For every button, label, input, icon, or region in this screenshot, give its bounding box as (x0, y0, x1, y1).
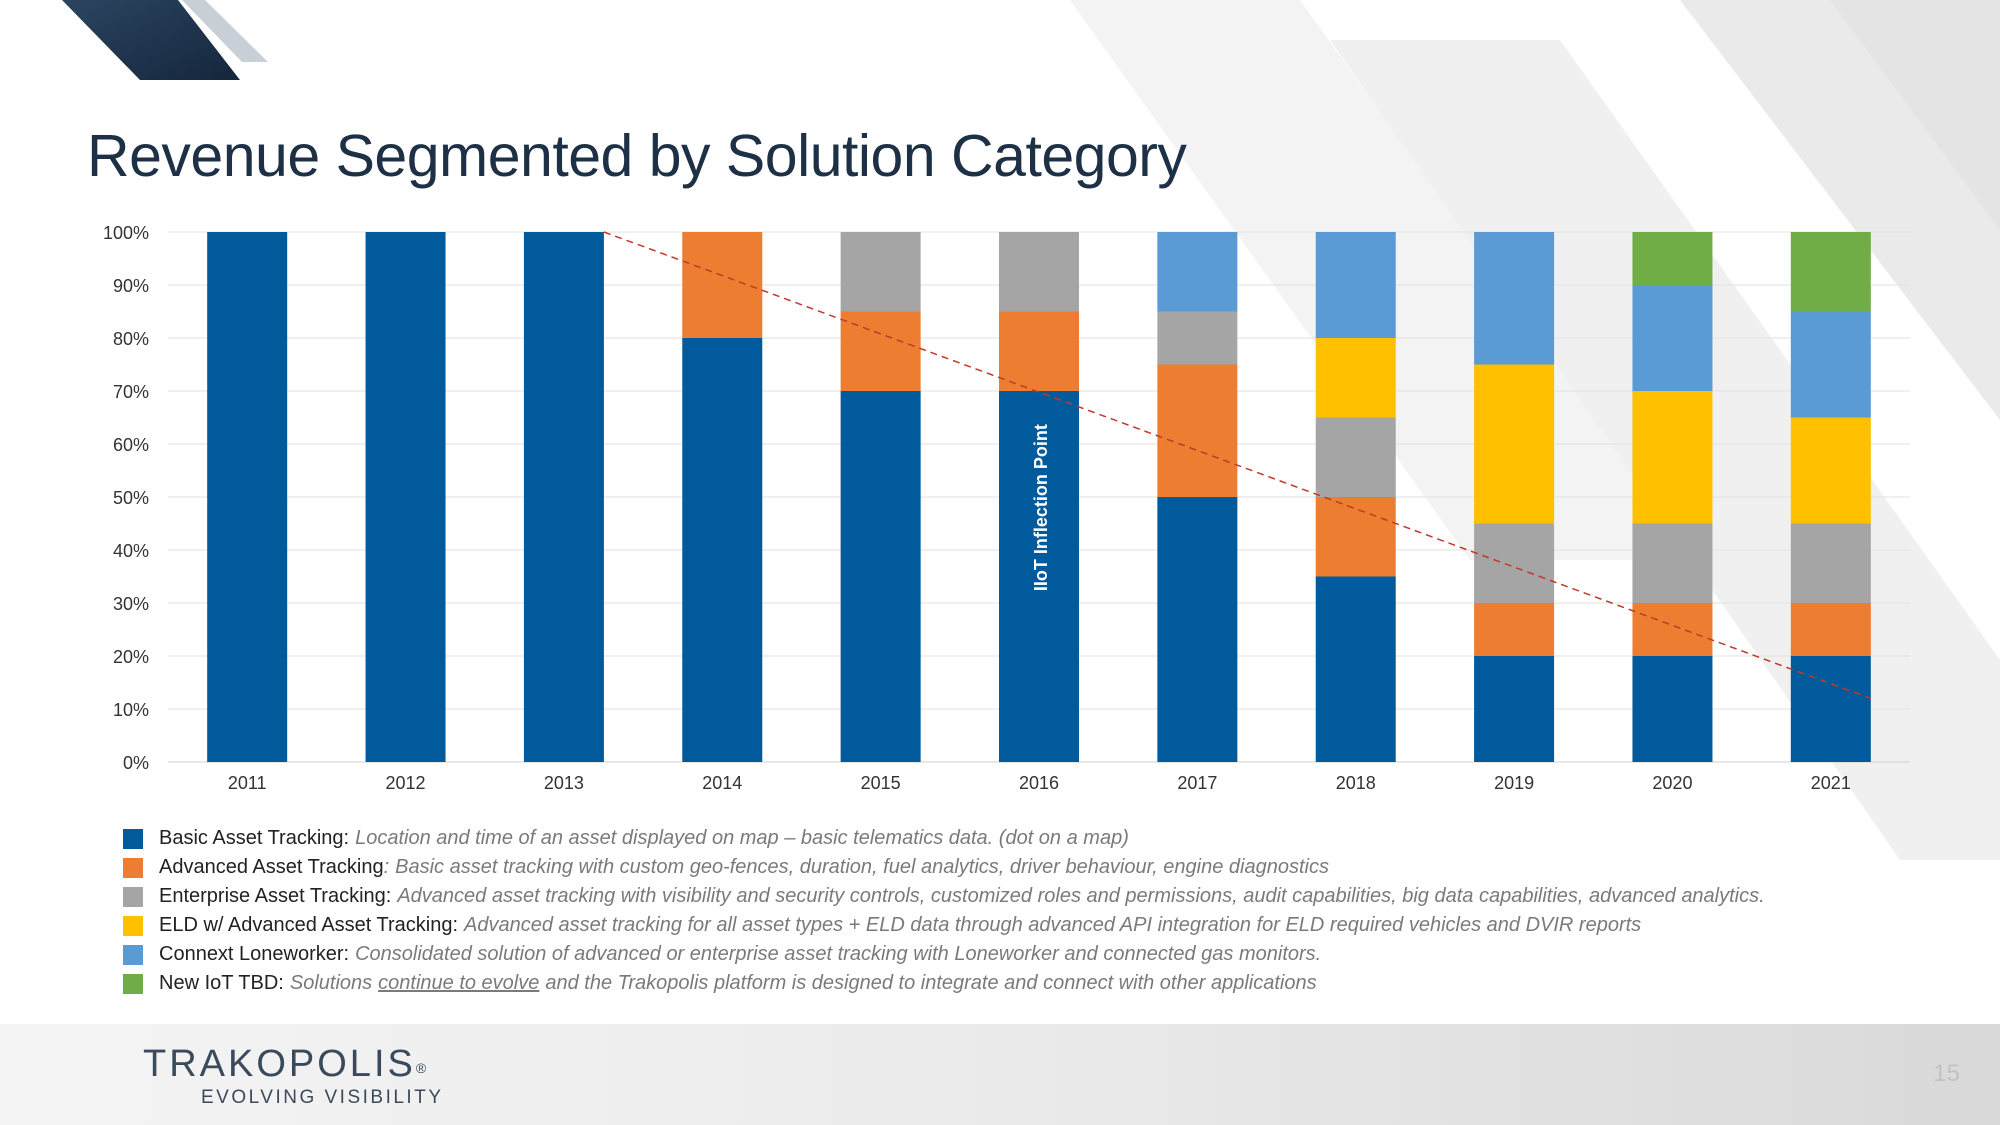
y-tick-label: 20% (113, 647, 149, 667)
x-tick-label: 2015 (861, 773, 901, 793)
corner-grey-stripe (182, 0, 268, 62)
x-tick-label: 2021 (1811, 773, 1851, 793)
bar-segment (1315, 417, 1396, 497)
legend-item-new-iot: New IoT TBD: Solutions continue to evolv… (123, 969, 1963, 998)
y-tick-label: 10% (113, 700, 149, 720)
slide-title: Revenue Segmented by Solution Category (87, 123, 1187, 189)
legend-swatch-loneworker (123, 944, 143, 965)
bar-segment (1790, 311, 1871, 418)
legend-description: Location and time of an asset displayed … (355, 827, 1129, 849)
trakopolis-logo: TRAKOPOLIS® EVOLVING VISIBILITY (143, 1044, 444, 1109)
bar-segment (1315, 232, 1396, 338)
bar-segment (840, 232, 921, 312)
bar-segment (999, 311, 1079, 391)
legend-swatch-enterprise (123, 886, 143, 907)
bar-segment (1157, 497, 1238, 762)
bar-segment (840, 391, 921, 762)
corner-navy-stripe (62, 0, 240, 80)
bar-segment (1790, 603, 1871, 656)
registered-mark: ® (415, 1060, 427, 1076)
x-tick-label: 2014 (702, 773, 742, 793)
legend-name: Advanced Asset Tracking (159, 856, 384, 878)
legend-swatch-advanced (123, 857, 143, 878)
bar-segment (1632, 285, 1713, 391)
legend-item-basic: Basic Asset Tracking: Location and time … (123, 824, 1963, 853)
x-tick-label: 2018 (1336, 773, 1376, 793)
bar-segment (1632, 232, 1713, 285)
legend-item-eld: ELD w/ Advanced Asset Tracking: Advanced… (123, 911, 1963, 940)
bar-segment (1315, 338, 1396, 418)
legend-name: Connext Loneworker: (159, 943, 350, 965)
logo-wordmark: TRAKOPOLIS (143, 1043, 416, 1085)
legend-swatch-new-iot (123, 973, 143, 994)
bar-segment (682, 232, 763, 338)
y-tick-label: 60% (113, 435, 149, 455)
bar-segment (1474, 364, 1555, 524)
legend-swatch-basic (123, 828, 143, 849)
bar-segment (1790, 523, 1871, 603)
legend-description: Basic asset tracking with custom geo-fen… (395, 856, 1329, 878)
bar-segment (1157, 311, 1238, 365)
chart-legend: Basic Asset Tracking: Location and time … (123, 824, 1963, 998)
x-tick-label: 2017 (1177, 773, 1217, 793)
legend-item-loneworker: Connext Loneworker: Consolidated solutio… (123, 940, 1963, 969)
bar-segment (1157, 232, 1238, 312)
y-tick-label: 100% (103, 223, 149, 243)
bar-segment (1315, 576, 1396, 762)
bar-segment (365, 232, 446, 762)
logo-tagline: EVOLVING VISIBILITY (201, 1087, 444, 1108)
bar-segment (1632, 656, 1713, 762)
footer-bar (0, 1024, 2000, 1125)
x-tick-label: 2011 (228, 773, 267, 793)
bar-segment (682, 338, 763, 762)
bar-segment (1790, 232, 1871, 312)
legend-description-link: continue to evolve (378, 972, 540, 994)
legend-name: ELD w/ Advanced Asset Tracking: (159, 914, 459, 936)
page-number: 15 (1933, 1060, 1960, 1087)
y-tick-label: 30% (113, 594, 149, 614)
bar-segment (523, 232, 604, 762)
legend-name-colon: : (383, 856, 390, 878)
legend-swatch-eld (123, 915, 143, 936)
legend-description-rest: and the Trakopolis platform is designed … (545, 972, 1317, 994)
bar-segment (999, 391, 1079, 762)
bar-segment (1790, 417, 1871, 524)
x-tick-label: 2019 (1494, 773, 1534, 793)
bar-segment (1790, 656, 1871, 762)
legend-description: Solutions (289, 972, 373, 994)
legend-description: Advanced asset tracking for all asset ty… (464, 914, 1642, 936)
bar-segment (207, 232, 288, 762)
bar-segment (999, 232, 1079, 312)
bar-segment (1474, 232, 1555, 365)
bar-segment (1474, 656, 1555, 762)
legend-item-advanced: Advanced Asset Tracking : Basic asset tr… (123, 853, 1963, 882)
y-tick-label: 70% (113, 382, 149, 402)
y-tick-label: 0% (123, 753, 149, 773)
annotation-label: IIoT Inflection Point (1031, 424, 1051, 591)
legend-item-enterprise: Enterprise Asset Tracking: Advanced asse… (123, 882, 1963, 911)
bar-segment (1632, 523, 1713, 603)
x-tick-label: 2020 (1652, 773, 1692, 793)
legend-description: Advanced asset tracking with visibility … (397, 885, 1765, 907)
trend-line (603, 231, 1872, 700)
y-tick-label: 40% (113, 541, 149, 561)
y-tick-label: 50% (113, 488, 149, 508)
bar-segment (1157, 364, 1238, 497)
bar-segment (1474, 603, 1555, 656)
x-tick-label: 2013 (544, 773, 584, 793)
legend-name: New IoT TBD: (159, 972, 284, 994)
bar-segment (1315, 497, 1396, 577)
stacked-bar-chart: 0% 10% 20% 30% 40% 50% 60% 70% 80% 90% 100% 2011 201… (103, 223, 1910, 793)
legend-name: Enterprise Asset Tracking: (159, 885, 392, 907)
y-tick-label: 90% (113, 276, 149, 296)
x-tick-label: 2016 (1019, 773, 1059, 793)
legend-name: Basic Asset Tracking: (159, 827, 350, 849)
bar-segment (1632, 603, 1713, 656)
legend-description: Consolidated solution of advanced or ent… (355, 943, 1322, 965)
bar-segment (1632, 391, 1713, 524)
y-tick-label: 80% (113, 329, 149, 349)
x-tick-label: 2012 (386, 773, 426, 793)
bar-segment (1474, 523, 1555, 603)
